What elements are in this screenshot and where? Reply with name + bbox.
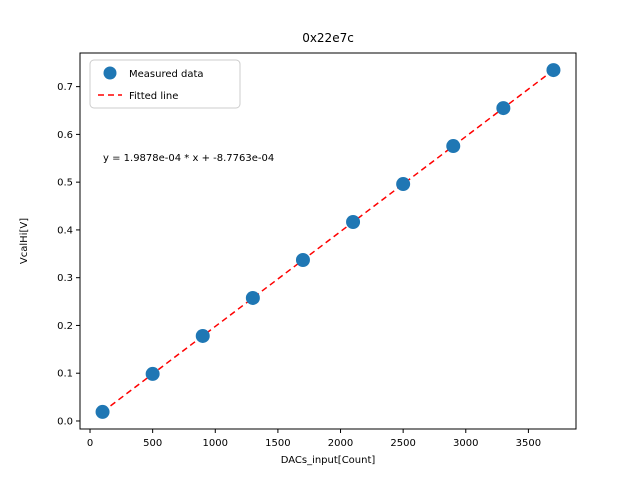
y-tick-label: 0.0 xyxy=(57,416,73,427)
data-point xyxy=(245,290,260,305)
data-point xyxy=(546,63,561,78)
data-point xyxy=(145,366,160,381)
data-point xyxy=(195,328,210,343)
y-tick-label: 0.4 xyxy=(57,225,73,236)
plot-border xyxy=(79,52,577,430)
plot-area: 0 500 1000 1500 2000 2500 3000 3500 0.0 0.1 0.2 0.3… xyxy=(57,63,561,449)
y-axis-label: VcalHi[V] xyxy=(19,218,30,264)
data-point xyxy=(346,214,361,229)
legend-fitted-label: Fitted line xyxy=(129,91,178,102)
data-point xyxy=(295,253,310,268)
x-tick-label: 3000 xyxy=(453,438,478,449)
data-point xyxy=(396,177,411,192)
x-axis-label: DACs_input[Count] xyxy=(281,455,376,466)
x-tick-label: 3500 xyxy=(516,438,541,449)
y-tick-label: 0.7 xyxy=(57,82,73,93)
legend-measured-marker-icon xyxy=(103,66,117,80)
y-tick-label: 0.1 xyxy=(57,369,73,380)
chart-title: 0x22e7c xyxy=(302,31,354,45)
data-point xyxy=(446,139,461,154)
x-tick-label: 2000 xyxy=(328,438,353,449)
y-tick-label: 0.6 xyxy=(57,130,73,141)
x-tick-label: 1500 xyxy=(265,438,290,449)
legend: Measured data Fitted line xyxy=(89,59,241,109)
data-point xyxy=(95,404,110,419)
legend-frame xyxy=(89,59,241,109)
data-point xyxy=(496,101,511,116)
y-tick-label: 0.5 xyxy=(57,178,73,189)
y-tick-label: 0.2 xyxy=(57,321,73,332)
x-tick-label: 500 xyxy=(143,438,162,449)
x-tick-label: 2500 xyxy=(390,438,415,449)
fitted-line xyxy=(102,69,554,413)
fit-equation: y = 1.9878e-04 * x + -8.7763e-04 xyxy=(103,153,274,164)
x-tick-label: 1000 xyxy=(203,438,228,449)
y-tick-label: 0.3 xyxy=(57,273,73,284)
legend-measured-label: Measured data xyxy=(129,69,204,80)
x-tick-label: 0 xyxy=(87,438,93,449)
